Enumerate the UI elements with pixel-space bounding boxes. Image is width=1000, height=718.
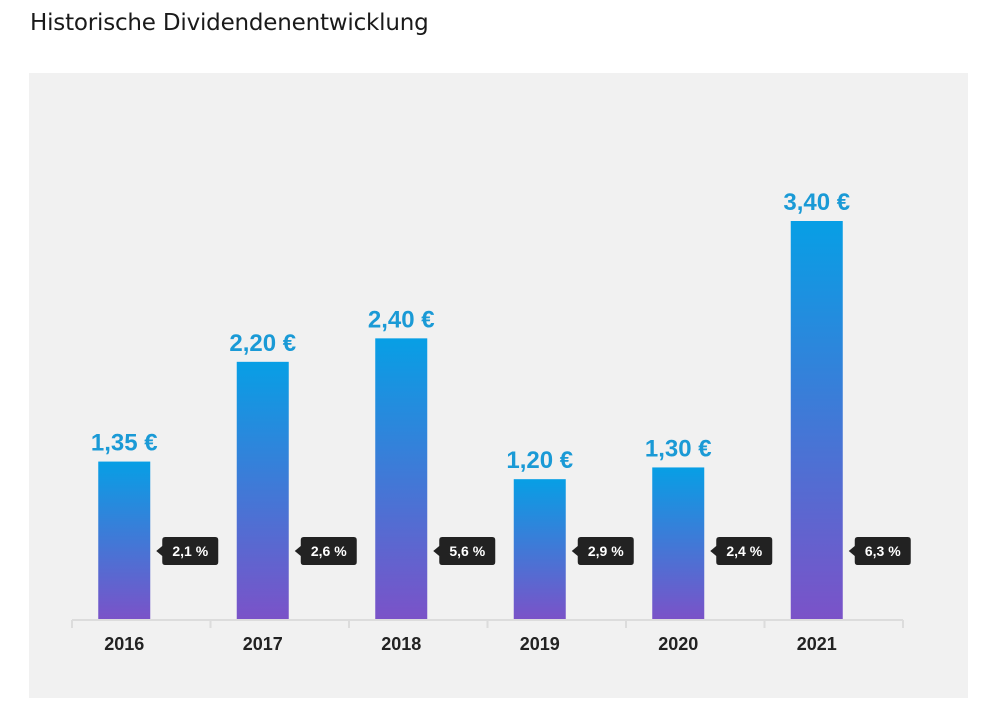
yield-label: 2,9 % [588, 543, 624, 559]
bar-group: 1,30 € 2,4 % 2020 [645, 435, 773, 654]
yield-label: 2,6 % [311, 543, 347, 559]
x-tick-label: 2018 [381, 634, 421, 654]
bar [652, 467, 705, 620]
chart-panel: 1,35 € 2,1 % 2016 2,20 € 2,6 % 2017 2,40 € 5,6 … [29, 73, 968, 698]
chart-title: Historische Dividendenentwicklung [30, 10, 429, 36]
yield-label: 5,6 % [449, 543, 485, 559]
yield-label: 6,3 % [865, 543, 901, 559]
bar [98, 461, 151, 620]
value-label: 2,20 € [229, 330, 296, 357]
bar [513, 479, 566, 620]
yield-label: 2,1 % [172, 543, 208, 559]
value-label: 1,30 € [645, 435, 712, 462]
yield-tag [294, 537, 357, 565]
yield-label: 2,4 % [726, 543, 762, 559]
x-tick-label: 2020 [658, 634, 698, 654]
yield-tag [848, 537, 911, 565]
bar [236, 361, 289, 620]
bar [375, 338, 428, 620]
x-tick-label: 2016 [104, 634, 144, 654]
bar [790, 221, 843, 620]
bar-group: 3,40 € 6,3 % 2021 [783, 189, 911, 654]
yield-tag [433, 537, 496, 565]
bar-group: 2,40 € 5,6 % 2018 [368, 306, 496, 654]
value-label: 3,40 € [783, 189, 850, 216]
x-tick-label: 2017 [243, 634, 283, 654]
yield-tag [156, 537, 219, 565]
value-label: 2,40 € [368, 306, 435, 333]
bar-chart: 1,35 € 2,1 % 2016 2,20 € 2,6 % 2017 2,40 € 5,6 … [71, 189, 911, 654]
value-label: 1,20 € [506, 447, 573, 474]
x-tick-label: 2021 [797, 634, 837, 654]
bar-group: 1,35 € 2,1 % 2016 [91, 430, 219, 654]
yield-tag [571, 537, 634, 565]
bar-group: 2,20 € 2,6 % 2017 [229, 330, 357, 654]
bar-group: 1,20 € 2,9 % 2019 [506, 447, 634, 654]
value-label: 1,35 € [91, 430, 158, 457]
yield-tag [710, 537, 773, 565]
x-tick-label: 2019 [520, 634, 560, 654]
